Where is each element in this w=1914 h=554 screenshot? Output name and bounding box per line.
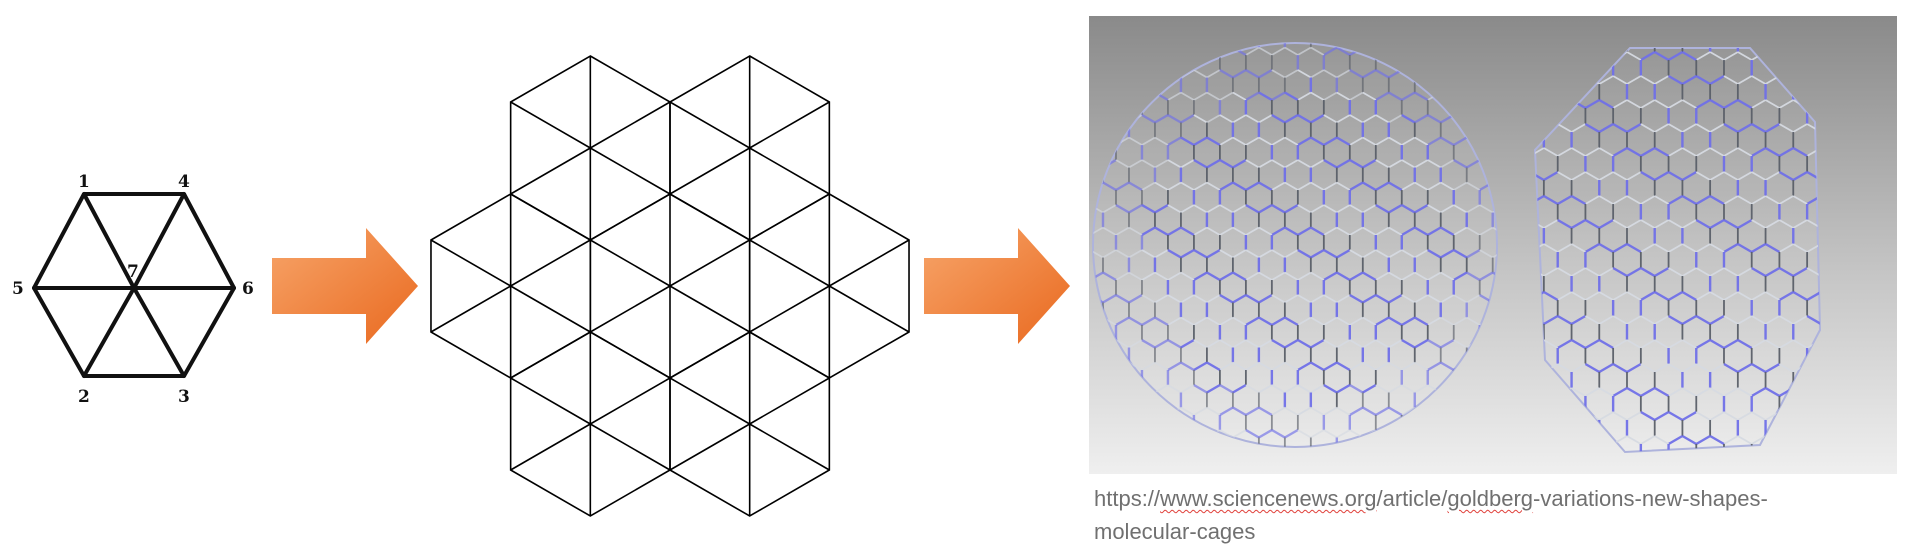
vertex-labels: 1 4 5 6 7 2 3 (12, 172, 254, 407)
vertex-label-7: 7 (127, 262, 139, 282)
caption-url-goldberg: goldberg (1447, 486, 1534, 511)
arrow-right-icon (272, 228, 418, 344)
spoke-3 (132, 286, 186, 378)
caption-url-scheme: https:// (1094, 486, 1161, 511)
spoke-2 (82, 286, 136, 378)
tiling-hexagon (669, 55, 831, 241)
tiling-hexagon (430, 193, 592, 379)
vertex-label-6: 6 (242, 279, 254, 299)
vertex-label-3: 3 (178, 387, 190, 407)
tiling-hexagon (669, 331, 831, 517)
caption-url-rest: -variations-new-shapes- (1533, 486, 1768, 511)
caption-line-2: molecular-cages (1094, 519, 1256, 544)
arrow-right-icon (924, 228, 1070, 344)
hexagon-tiling (430, 55, 910, 517)
caption-line-1: https://www.sciencenews.org/article/gold… (1094, 486, 1768, 511)
labelled-hexagon-graph (32, 192, 236, 378)
caption-url-path: /article/ (1376, 486, 1448, 511)
source-caption: https://www.sciencenews.org/article/gold… (1094, 482, 1894, 548)
tiling-hexagon (509, 55, 671, 241)
vertex-label-4: 4 (178, 172, 190, 192)
spoke-1 (82, 192, 136, 290)
spoke-4 (132, 192, 186, 290)
tiling-hexagon (748, 193, 910, 379)
vertex-label-1: 1 (78, 172, 90, 192)
tiling-hexagon (589, 193, 751, 379)
vertex-label-2: 2 (78, 387, 90, 407)
tiling-hexagon (509, 331, 671, 517)
vertex-label-5: 5 (12, 279, 24, 299)
goldberg-cages-image (1089, 16, 1897, 474)
caption-url-domain: www.sciencenews.org (1160, 486, 1377, 511)
